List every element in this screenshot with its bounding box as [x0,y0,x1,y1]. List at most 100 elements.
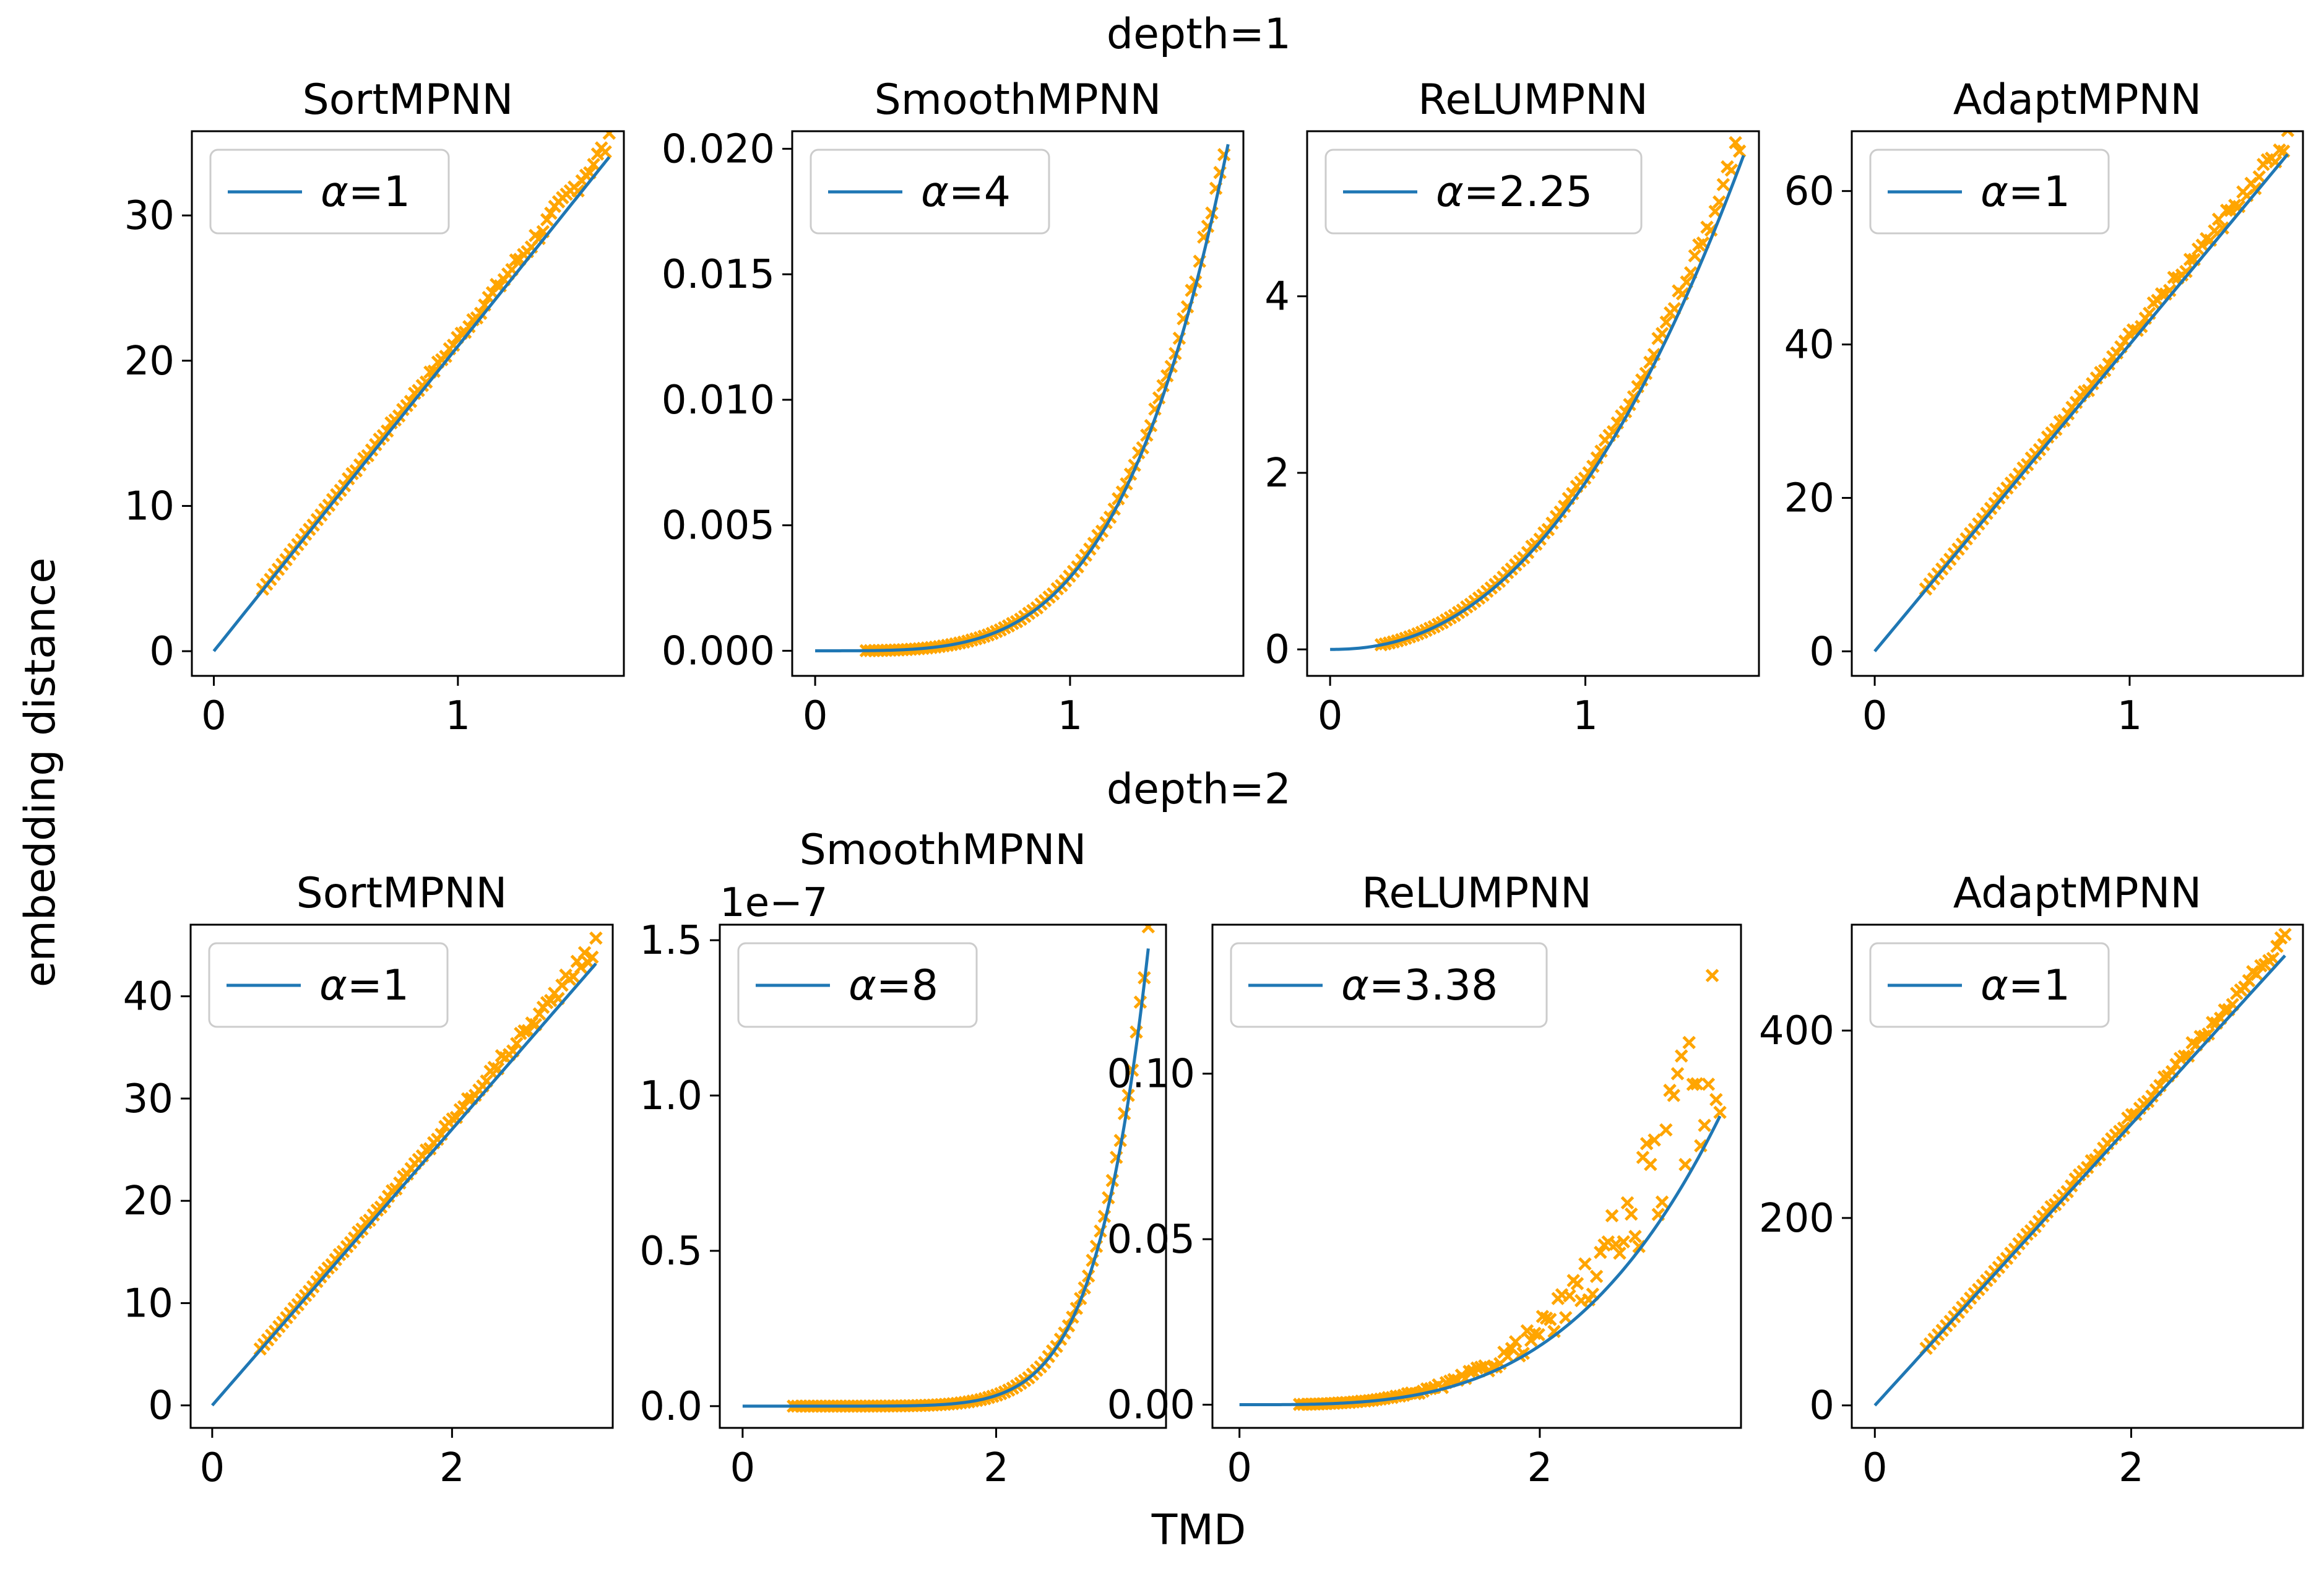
scatter-point [2252,170,2266,184]
y-tick-label: 1.0 [639,1073,702,1119]
scatter-point [1729,136,1742,150]
legend-value: =1 [348,168,410,217]
axes-frame [1306,130,1760,677]
scatter-point [1732,144,1747,158]
y-tick-label: 20 [123,1178,173,1224]
scatter-point [1501,1349,1515,1364]
scatter-point [1539,1311,1553,1325]
y-tick-label: 0.05 [1107,1217,1196,1263]
legend-box [810,149,1050,235]
x-tick-label: 0 [201,693,227,739]
scatter-point [2270,940,2284,953]
x-tick-label: 1 [445,693,470,739]
scatter-point [1570,1277,1584,1290]
fit-curve [815,144,1230,652]
x-tick-label: 2 [983,1445,1009,1491]
legend-value: =3.38 [1369,961,1498,1010]
y-tick-label: 10 [124,483,175,529]
scatter-point [2273,143,2286,157]
scatter-point [589,931,603,945]
scatter-point [598,145,612,159]
scatter-point [473,306,488,321]
legend-label: α=1 [321,168,410,217]
scatter-point [2145,1089,2159,1103]
legend-box [208,942,449,1028]
subplot-2: SmoothMPNN 0 1 0.000 0.005 0.010 0.015 0.020 α=4 [662,76,1245,739]
scatter-point [2238,980,2252,994]
legend-symbol: α [319,961,347,1010]
x-tick-label: 2 [1527,1445,1553,1491]
x-tick-label: 2 [439,1445,465,1491]
scatter-point [2117,1121,2131,1135]
x-tick-label: 2 [2119,1445,2144,1491]
x-tick-label: 1 [1058,693,1083,739]
legend: α=1 [209,149,450,235]
fit-curve [1239,1115,1722,1407]
subplot-6: SmoothMPNN 0 2 0.0 0.5 1.0 1.5 1e−7 α=8 [639,826,1167,1491]
legend: α=8 [737,942,978,1028]
scatter-point [2248,181,2262,196]
x-axis-label: TMD [1151,1506,1246,1555]
x-tick-label: 0 [803,693,828,739]
legend: α=1 [1869,942,2110,1028]
scatter-point [2157,1070,2171,1084]
scatter-point [1528,1326,1542,1340]
scatter-point [419,375,433,389]
legend: α=1 [208,942,449,1028]
scatter-point [487,1060,501,1074]
subplot-title: SortMPNN [303,76,514,124]
scatter-point [2216,221,2229,235]
scatter-point [510,1037,524,1050]
legend-symbol: α [849,961,876,1010]
scatter-point [1670,1066,1685,1081]
y-tick-label: 0 [149,629,175,675]
scatter-point [2219,203,2234,217]
legend-box [1324,149,1643,235]
legend-label: α=2.25 [1436,168,1592,217]
scatter-series [1374,112,1749,652]
axes-frame [719,923,1167,1429]
scatter-point [540,213,554,227]
scatter-point [1708,204,1722,218]
scatter-point [2081,384,2096,397]
legend-symbol: α [1981,961,2008,1010]
scatter-point [1508,1335,1523,1349]
legend-value: =8 [876,961,938,1010]
scatter-point [1532,1328,1545,1342]
subplot-title: AdaptMPNN [1953,869,2201,918]
scatter-point [2278,927,2292,941]
scatter-point [1655,1195,1669,1209]
scatter-point [1648,1133,1661,1147]
scatter-point [1674,1049,1688,1063]
subplot-title: ReLUMPNN [1362,869,1592,918]
legend-symbol: α [1436,168,1464,217]
y-tick-label: 0 [1264,627,1290,673]
y-tick-label: 30 [124,193,175,239]
scatter-point [1558,1311,1573,1325]
scatter-point [1624,1207,1638,1221]
legend-label: α=1 [1981,961,2070,1010]
y-axis-label: embedding distance [16,558,65,987]
x-tick-label: 1 [2117,693,2143,739]
legend-value: =1 [2008,961,2070,1010]
y-tick-label: 200 [1759,1196,1834,1242]
scatter-point [2093,1148,2107,1162]
y-tick-label: 0.0 [639,1384,702,1430]
y-tick-label: 0.000 [662,628,775,674]
legend: α=4 [810,149,1050,235]
scatter-point [1659,315,1673,329]
y-tick-label: 0.015 [662,252,775,298]
legend-symbol: α [1981,168,2008,217]
scatter-point [1605,1209,1619,1222]
scatter-point [1628,1229,1642,1243]
legend: α=2.25 [1324,149,1643,235]
subplot-3: ReLUMPNN 0 1 0 2 4 α=2.25 [1264,76,1760,739]
legend-value: =2.25 [1464,168,1592,217]
y-tick-label: 0.005 [662,503,775,549]
scatter-point [1688,249,1702,262]
scatter-point [1738,112,1749,123]
legend-symbol: α [321,168,348,217]
scatter-point [1141,925,1156,934]
